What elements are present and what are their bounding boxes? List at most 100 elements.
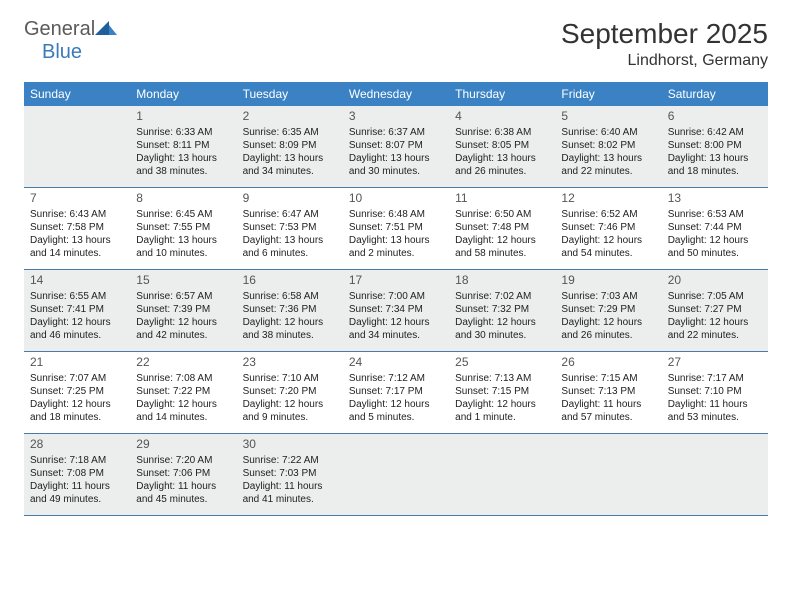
dl2-text: and 14 minutes. <box>136 411 230 424</box>
sunrise-text: Sunrise: 6:55 AM <box>30 290 124 303</box>
dl2-text: and 34 minutes. <box>349 329 443 342</box>
sunrise-text: Sunrise: 6:38 AM <box>455 126 549 139</box>
sunset-text: Sunset: 7:06 PM <box>136 467 230 480</box>
day-number: 10 <box>349 191 443 207</box>
calendar-row: 28Sunrise: 7:18 AMSunset: 7:08 PMDayligh… <box>24 434 768 516</box>
day-number: 18 <box>455 273 549 289</box>
calendar-row: 14Sunrise: 6:55 AMSunset: 7:41 PMDayligh… <box>24 270 768 352</box>
dl2-text: and 10 minutes. <box>136 247 230 260</box>
dl1-text: Daylight: 12 hours <box>668 316 762 329</box>
dl2-text: and 30 minutes. <box>349 165 443 178</box>
day-number: 15 <box>136 273 230 289</box>
sunrise-text: Sunrise: 7:03 AM <box>561 290 655 303</box>
day-number: 14 <box>30 273 124 289</box>
sunset-text: Sunset: 8:07 PM <box>349 139 443 152</box>
dl1-text: Daylight: 12 hours <box>349 316 443 329</box>
logo: General Blue <box>24 18 117 64</box>
dl2-text: and 2 minutes. <box>349 247 443 260</box>
sunrise-text: Sunrise: 7:18 AM <box>30 454 124 467</box>
day-number: 30 <box>243 437 337 453</box>
dl1-text: Daylight: 12 hours <box>668 234 762 247</box>
dl1-text: Daylight: 12 hours <box>561 234 655 247</box>
sunrise-text: Sunrise: 6:58 AM <box>243 290 337 303</box>
calendar-row: 7Sunrise: 6:43 AMSunset: 7:58 PMDaylight… <box>24 188 768 270</box>
empty-cell <box>555 434 661 516</box>
dl1-text: Daylight: 12 hours <box>136 316 230 329</box>
dl2-text: and 30 minutes. <box>455 329 549 342</box>
sunrise-text: Sunrise: 7:13 AM <box>455 372 549 385</box>
day-number: 24 <box>349 355 443 371</box>
day-cell: 6Sunrise: 6:42 AMSunset: 8:00 PMDaylight… <box>662 106 768 188</box>
day-cell: 26Sunrise: 7:15 AMSunset: 7:13 PMDayligh… <box>555 352 661 434</box>
dl2-text: and 26 minutes. <box>455 165 549 178</box>
day-cell: 13Sunrise: 6:53 AMSunset: 7:44 PMDayligh… <box>662 188 768 270</box>
day-number: 12 <box>561 191 655 207</box>
dl2-text: and 34 minutes. <box>243 165 337 178</box>
dl1-text: Daylight: 13 hours <box>30 234 124 247</box>
dl2-text: and 54 minutes. <box>561 247 655 260</box>
dl1-text: Daylight: 11 hours <box>561 398 655 411</box>
dl2-text: and 42 minutes. <box>136 329 230 342</box>
sunset-text: Sunset: 7:20 PM <box>243 385 337 398</box>
day-cell: 20Sunrise: 7:05 AMSunset: 7:27 PMDayligh… <box>662 270 768 352</box>
dl2-text: and 18 minutes. <box>30 411 124 424</box>
sunrise-text: Sunrise: 7:02 AM <box>455 290 549 303</box>
day-number: 27 <box>668 355 762 371</box>
dl1-text: Daylight: 13 hours <box>349 152 443 165</box>
sunset-text: Sunset: 7:15 PM <box>455 385 549 398</box>
sunset-text: Sunset: 8:02 PM <box>561 139 655 152</box>
sunset-text: Sunset: 7:13 PM <box>561 385 655 398</box>
dl2-text: and 22 minutes. <box>561 165 655 178</box>
sunset-text: Sunset: 7:32 PM <box>455 303 549 316</box>
dl2-text: and 5 minutes. <box>349 411 443 424</box>
day-number: 7 <box>30 191 124 207</box>
empty-cell <box>449 434 555 516</box>
sunrise-text: Sunrise: 7:08 AM <box>136 372 230 385</box>
day-cell: 21Sunrise: 7:07 AMSunset: 7:25 PMDayligh… <box>24 352 130 434</box>
dl2-text: and 53 minutes. <box>668 411 762 424</box>
dl2-text: and 14 minutes. <box>30 247 124 260</box>
sunset-text: Sunset: 7:36 PM <box>243 303 337 316</box>
sunrise-text: Sunrise: 6:40 AM <box>561 126 655 139</box>
day-cell: 3Sunrise: 6:37 AMSunset: 8:07 PMDaylight… <box>343 106 449 188</box>
sunset-text: Sunset: 7:22 PM <box>136 385 230 398</box>
dl1-text: Daylight: 11 hours <box>668 398 762 411</box>
day-number: 5 <box>561 109 655 125</box>
location: Lindhorst, Germany <box>561 52 768 70</box>
logo-text: General Blue <box>24 18 117 64</box>
day-number: 17 <box>349 273 443 289</box>
day-cell: 19Sunrise: 7:03 AMSunset: 7:29 PMDayligh… <box>555 270 661 352</box>
logo-text-1: General <box>24 18 95 40</box>
dl1-text: Daylight: 13 hours <box>136 234 230 247</box>
weekday-tuesday: Tuesday <box>237 82 343 106</box>
sunset-text: Sunset: 7:10 PM <box>668 385 762 398</box>
sunset-text: Sunset: 7:39 PM <box>136 303 230 316</box>
weekday-sunday: Sunday <box>24 82 130 106</box>
sunset-text: Sunset: 7:34 PM <box>349 303 443 316</box>
day-cell: 8Sunrise: 6:45 AMSunset: 7:55 PMDaylight… <box>130 188 236 270</box>
dl1-text: Daylight: 12 hours <box>243 316 337 329</box>
day-cell: 10Sunrise: 6:48 AMSunset: 7:51 PMDayligh… <box>343 188 449 270</box>
day-number: 21 <box>30 355 124 371</box>
day-number: 28 <box>30 437 124 453</box>
dl1-text: Daylight: 12 hours <box>455 398 549 411</box>
day-cell: 29Sunrise: 7:20 AMSunset: 7:06 PMDayligh… <box>130 434 236 516</box>
dl1-text: Daylight: 13 hours <box>136 152 230 165</box>
dl1-text: Daylight: 13 hours <box>243 234 337 247</box>
sunset-text: Sunset: 7:44 PM <box>668 221 762 234</box>
dl2-text: and 57 minutes. <box>561 411 655 424</box>
month-title: September 2025 <box>561 18 768 50</box>
dl1-text: Daylight: 12 hours <box>30 398 124 411</box>
day-cell: 27Sunrise: 7:17 AMSunset: 7:10 PMDayligh… <box>662 352 768 434</box>
dl2-text: and 49 minutes. <box>30 493 124 506</box>
dl1-text: Daylight: 11 hours <box>30 480 124 493</box>
day-number: 9 <box>243 191 337 207</box>
day-cell: 22Sunrise: 7:08 AMSunset: 7:22 PMDayligh… <box>130 352 236 434</box>
sunset-text: Sunset: 8:05 PM <box>455 139 549 152</box>
dl2-text: and 41 minutes. <box>243 493 337 506</box>
sunrise-text: Sunrise: 6:43 AM <box>30 208 124 221</box>
day-cell: 15Sunrise: 6:57 AMSunset: 7:39 PMDayligh… <box>130 270 236 352</box>
day-number: 25 <box>455 355 549 371</box>
dl2-text: and 58 minutes. <box>455 247 549 260</box>
day-cell: 4Sunrise: 6:38 AMSunset: 8:05 PMDaylight… <box>449 106 555 188</box>
